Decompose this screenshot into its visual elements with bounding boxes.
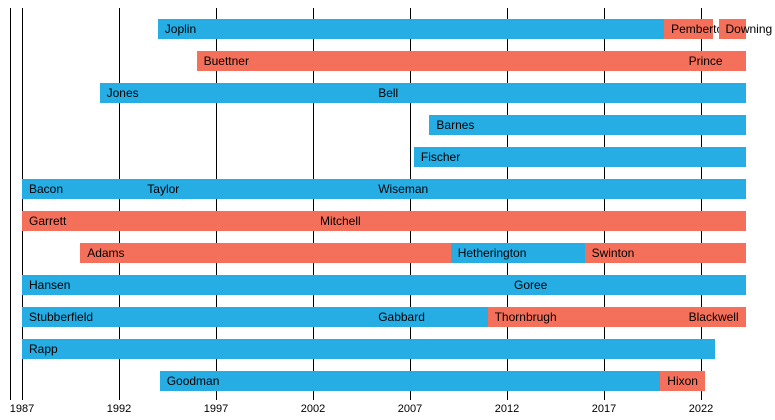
bar-label: Goree	[514, 278, 548, 292]
bar-label: Hetherington	[457, 246, 527, 260]
gridline-2012	[507, 8, 508, 400]
bar-label: Fischer	[420, 150, 461, 164]
bar-label: Blackwell	[688, 310, 739, 324]
bar-label: Swinton	[591, 246, 635, 260]
bar-label: Gabbard	[378, 310, 425, 324]
timeline-bar-goodman: Goodman	[159, 371, 661, 391]
timeline-bar-thornbrugh: Thornbrugh	[487, 307, 682, 327]
timeline-bar-hansen: Hansen	[22, 275, 507, 295]
bar-label: Adams	[87, 246, 125, 260]
timeline-bar-hetherington: Hetherington	[450, 243, 585, 263]
bar-label: Stubberfield	[29, 310, 94, 324]
bar-label: Mitchell	[320, 214, 361, 228]
timeline-bar-wiseman: Wiseman	[371, 179, 746, 199]
axis-tick-label-1997: 1997	[203, 403, 229, 415]
axis-tick-label-2022: 2022	[688, 403, 714, 415]
timeline-bar-goree: Goree	[507, 275, 746, 295]
bar-label: Downing	[725, 22, 773, 36]
timeline-bar-adams: Adams	[80, 243, 451, 263]
timeline-bar-garrett: Garrett	[22, 211, 313, 231]
bar-label: Barnes	[436, 118, 475, 132]
gridline-2017	[604, 8, 605, 400]
gridline-2007	[410, 8, 411, 400]
timeline-bar-hixon: Hixon	[660, 371, 705, 391]
gridline-1997	[216, 8, 217, 400]
timeline-bar-swinton: Swinton	[584, 243, 746, 263]
timeline-bar-joplin: Joplin	[157, 19, 665, 39]
timeline-bar-taylor: Taylor	[140, 179, 372, 199]
bar-label: Rapp	[29, 342, 58, 356]
timeline-bar-barnes: Barnes	[429, 115, 746, 135]
gridline-1987	[22, 8, 23, 400]
timeline-bar-bacon: Bacon	[22, 179, 141, 199]
bar-label: Pemberton	[671, 22, 730, 36]
timeline-bar-downing: Downing	[718, 19, 772, 39]
bar-label: Garrett	[29, 214, 67, 228]
gridline-1992	[119, 8, 120, 400]
timeline-bar-prince: Prince	[681, 51, 746, 71]
bar-label: Prince	[688, 54, 723, 68]
timeline-bar-mitchell: Mitchell	[313, 211, 746, 231]
bar-label: Hansen	[29, 278, 71, 292]
axis-tick-label-2007: 2007	[397, 403, 423, 415]
timeline-bar-jones: Jones	[99, 83, 372, 103]
gridline-2022	[701, 8, 702, 400]
bar-label: Thornbrugh	[494, 310, 557, 324]
timeline-bar-bell: Bell	[371, 83, 746, 103]
bar-label: Wiseman	[378, 182, 429, 196]
bar-label: Joplin	[164, 22, 197, 36]
axis-tick-label-2012: 2012	[494, 403, 520, 415]
bar-label: Bell	[378, 86, 399, 100]
axis-tick-label-1987: 1987	[9, 403, 35, 415]
bar-label: Buettner	[203, 54, 249, 68]
bar-label: Goodman	[166, 374, 220, 388]
axis-tick-label-2002: 2002	[300, 403, 326, 415]
timeline-bar-fischer: Fischer	[413, 147, 746, 167]
timeline-bar-buettner: Buettner	[196, 51, 682, 71]
bar-label: Jones	[106, 86, 139, 100]
timeline-bar-stubberfield: Stubberfield	[22, 307, 372, 327]
axis-tick-label-1992: 1992	[106, 403, 132, 415]
bar-label: Bacon	[29, 182, 64, 196]
timeline-bar-blackwell: Blackwell	[681, 307, 746, 327]
bar-label: Taylor	[147, 182, 180, 196]
timeline-bar-gabbard: Gabbard	[371, 307, 488, 327]
timeline-bar-pemberton: Pemberton	[664, 19, 730, 39]
gridline-2002	[313, 8, 314, 400]
timeline-bar-rapp: Rapp	[22, 339, 715, 359]
bar-label: Hixon	[667, 374, 698, 388]
axis-tick-label-2017: 2017	[591, 403, 617, 415]
y-axis-line	[10, 8, 11, 400]
